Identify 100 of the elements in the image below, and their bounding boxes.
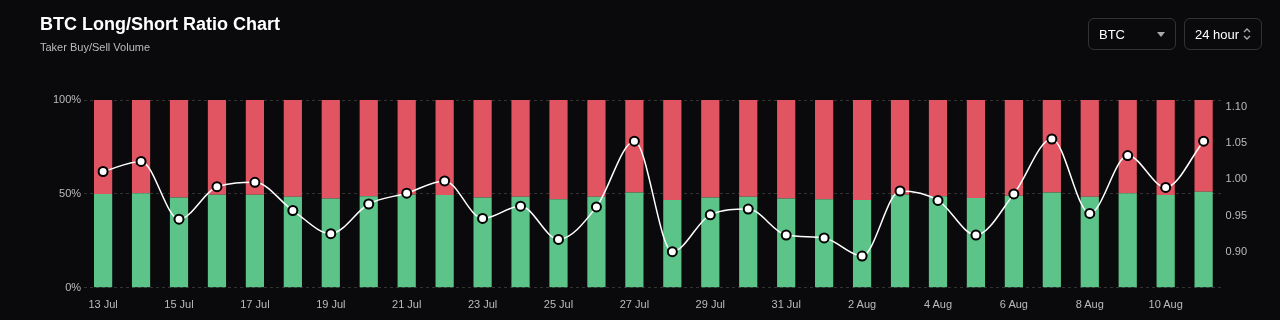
point [552, 233, 564, 245]
bar [511, 196, 530, 288]
bar [1194, 100, 1213, 192]
y2-tick-label: 1.00 [1225, 172, 1248, 185]
bar [1156, 195, 1175, 288]
point [704, 209, 716, 221]
point [818, 232, 830, 244]
point [363, 198, 375, 210]
x-tick-label: 15 Jul [164, 298, 194, 311]
bar [966, 198, 986, 288]
x-tick-label: 8 Aug [1075, 298, 1104, 311]
point [666, 246, 678, 258]
bar [1042, 192, 1061, 288]
x-tick-label: 25 Jul [543, 298, 574, 311]
bar [169, 100, 189, 198]
point [211, 181, 223, 193]
bar [1118, 193, 1137, 288]
bar [283, 100, 302, 197]
x-tick-label: 2 Aug [848, 298, 877, 311]
point [97, 166, 109, 178]
x-tick-label: 13 Jul [88, 298, 118, 311]
point [515, 200, 527, 212]
point [1046, 133, 1058, 145]
point [856, 250, 868, 262]
y-tick-label: 100% [52, 93, 82, 106]
bar [739, 100, 758, 197]
point [1122, 150, 1134, 162]
point [249, 176, 261, 188]
bar [815, 199, 834, 288]
bar [852, 100, 872, 201]
bar [169, 197, 189, 288]
bar [587, 100, 606, 197]
bar [1194, 191, 1213, 288]
bar [359, 100, 378, 197]
bar [663, 200, 682, 288]
x-tick-label: 31 Jul [771, 298, 801, 311]
bar [890, 194, 910, 288]
point [780, 229, 792, 241]
point [287, 205, 299, 217]
bar [321, 100, 340, 199]
x-tick-label: 19 Jul [316, 298, 346, 311]
text: 24 hour [1195, 26, 1240, 42]
point [932, 194, 944, 206]
bar [435, 195, 454, 288]
bar [1080, 196, 1099, 288]
point [477, 212, 489, 224]
x-tick-label: 10 Aug [1148, 298, 1183, 311]
point [1160, 181, 1172, 193]
bar [359, 196, 378, 288]
bar [966, 100, 986, 199]
bar [94, 194, 113, 288]
x-tick-label: 23 Jul [467, 298, 498, 311]
point [135, 155, 147, 167]
bar [739, 196, 758, 288]
x-tick-label: 17 Jul [240, 298, 270, 311]
bar [663, 100, 682, 201]
bar [928, 196, 948, 288]
point [742, 203, 754, 215]
bar [283, 196, 302, 288]
bar [549, 199, 568, 288]
x-tick-label: 29 Jul [695, 298, 725, 311]
bar [1004, 195, 1023, 288]
bar [207, 194, 227, 288]
bar [701, 100, 720, 198]
bar [625, 192, 644, 288]
y2-tick-label: 0.95 [1225, 208, 1248, 221]
text: BTC [1099, 26, 1125, 42]
point [401, 187, 413, 199]
bar [777, 198, 796, 288]
bar [777, 100, 796, 199]
point [590, 201, 602, 213]
bar [473, 197, 492, 288]
point [894, 185, 906, 197]
chart-subtitle: Taker Buy/Sell Volume [40, 41, 151, 53]
point [1008, 188, 1020, 200]
bar [245, 194, 265, 288]
y-tick-label: 0% [65, 280, 82, 293]
bar [397, 194, 416, 288]
bar [1156, 100, 1175, 196]
bar [435, 100, 454, 196]
bar [815, 100, 834, 200]
bar [473, 100, 492, 198]
point [1084, 207, 1096, 219]
bar [131, 100, 151, 194]
bar [1004, 100, 1023, 196]
y2-tick-label: 1.10 [1225, 100, 1248, 113]
point [173, 213, 185, 225]
x-tick-label: 4 Aug [923, 298, 953, 311]
point [970, 229, 982, 241]
point [325, 228, 337, 240]
x-tick-label: 27 Jul [619, 298, 650, 311]
y-tick-label: 50% [59, 186, 82, 199]
bar [131, 193, 151, 288]
point [1198, 135, 1210, 147]
y2-tick-label: 1.05 [1225, 136, 1248, 149]
bar [321, 198, 340, 288]
bar [890, 100, 910, 195]
bar [245, 100, 265, 195]
y2-tick-label: 0.90 [1225, 244, 1248, 257]
x-tick-label: 21 Jul [392, 298, 422, 311]
